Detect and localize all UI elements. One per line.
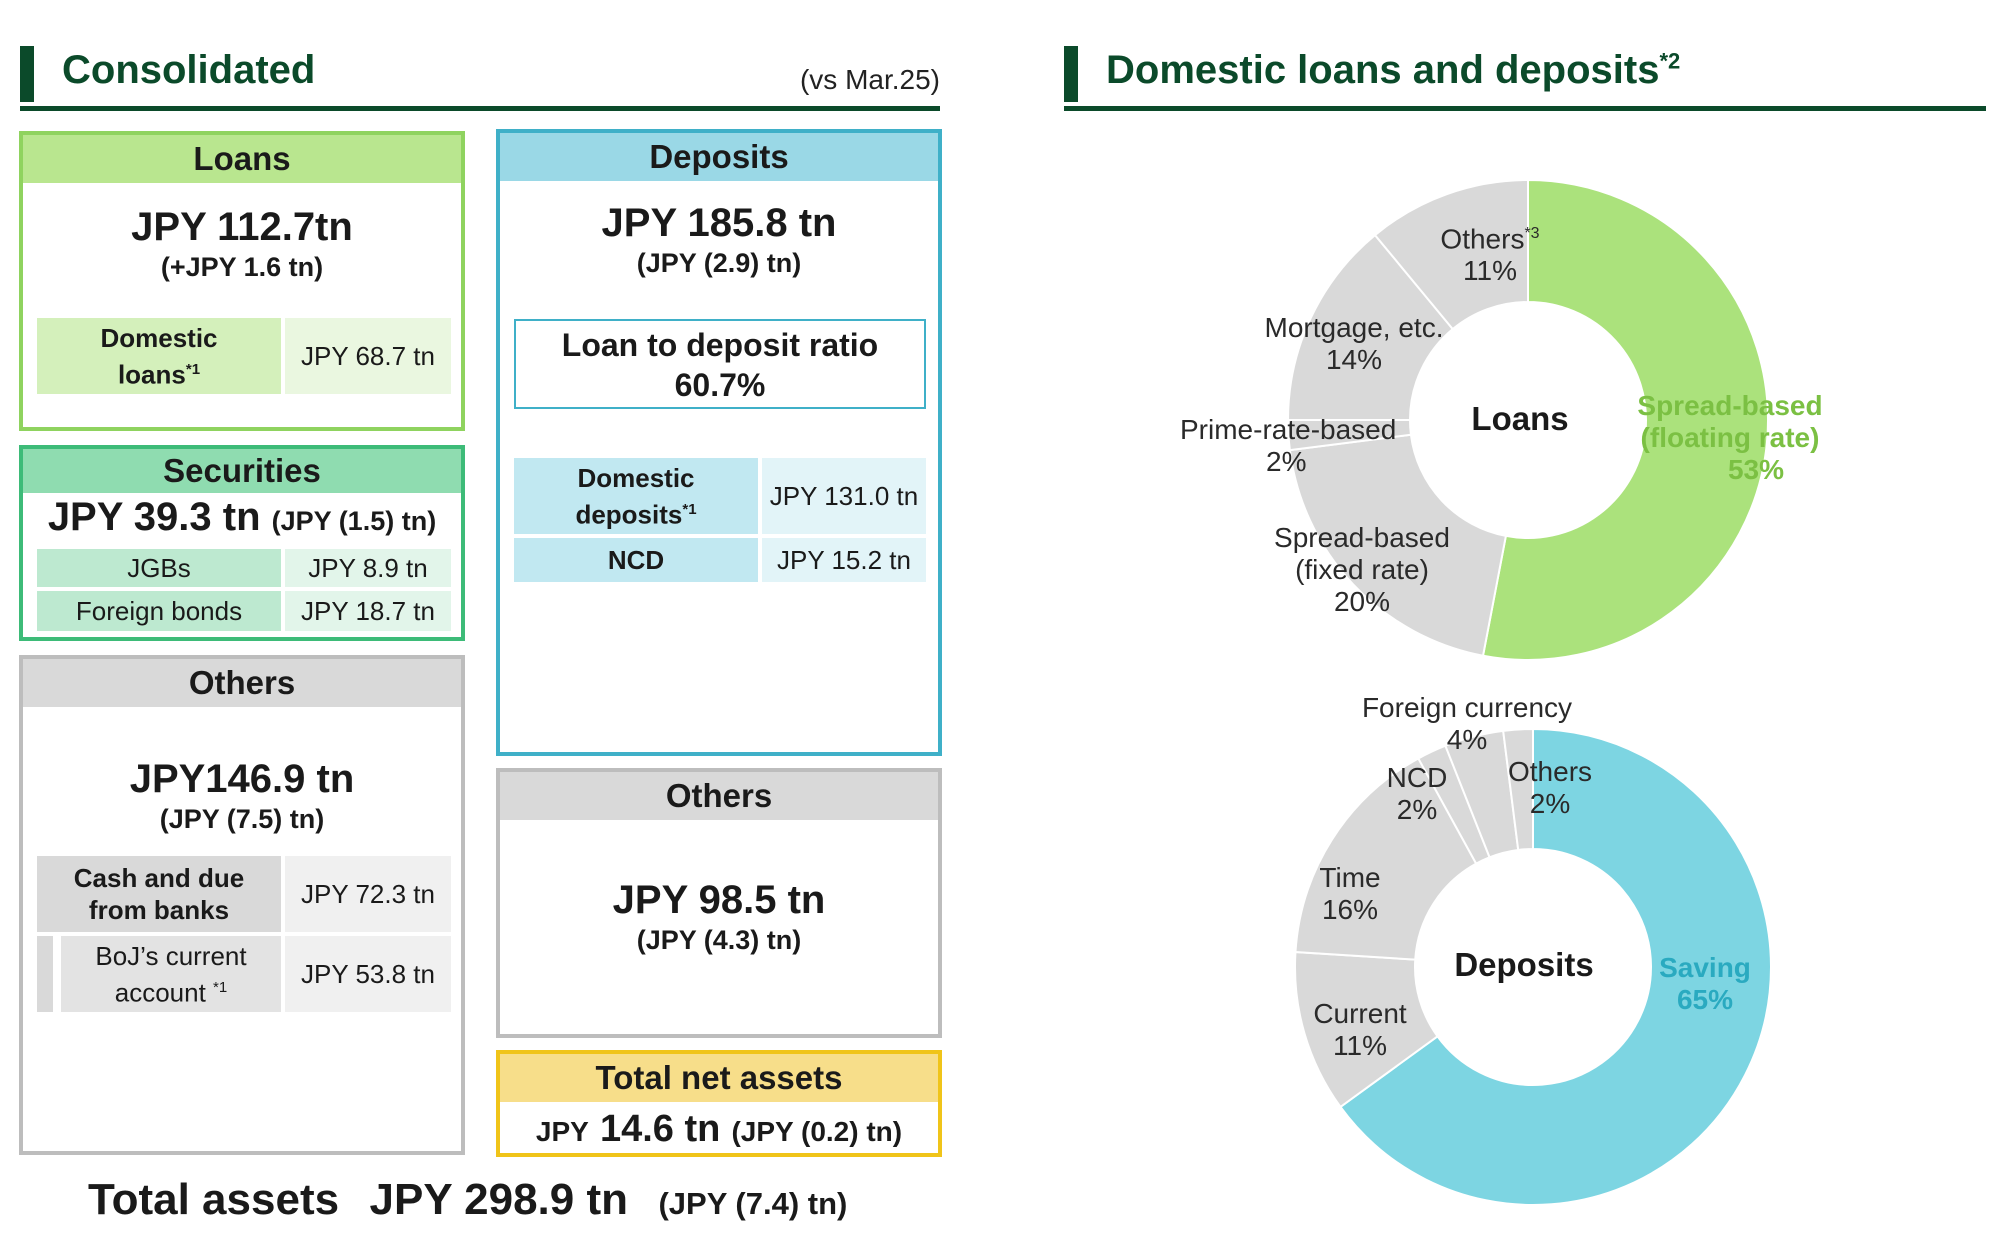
boj-account-value: JPY 53.8 tn bbox=[285, 936, 451, 1012]
domestic-header: Domestic loans and deposits*2 bbox=[1064, 42, 1986, 111]
total-assets-change: (JPY (7.4) tn) bbox=[658, 1186, 848, 1221]
net-assets-prefix: JPY bbox=[535, 1116, 589, 1147]
domestic-loans-label: Domestic loans*1 bbox=[37, 318, 281, 394]
net-assets-amount: 14.6 tn bbox=[599, 1108, 721, 1150]
comparison-note: (vs Mar.25) bbox=[799, 64, 940, 95]
domestic-deposits-label: Domestic deposits*1 bbox=[514, 458, 758, 534]
ldr-box: Loan to deposit ratio 60.7% bbox=[514, 319, 926, 409]
net-assets-change: (JPY (0.2) tn) bbox=[731, 1116, 903, 1147]
jgbs-value: JPY 8.9 tn bbox=[285, 549, 451, 587]
total-assets-label: Total assets bbox=[88, 1175, 340, 1224]
securities-amount: JPY 39.3 tn bbox=[47, 495, 261, 539]
domestic-title: Domestic loans and deposits*2 bbox=[1106, 48, 1681, 92]
net-assets-box: Total net assets JPY 14.6 tn (JPY (0.2) … bbox=[496, 1050, 942, 1157]
consolidated-header: Consolidated (vs Mar.25) bbox=[20, 42, 940, 111]
domestic-deposits-value: JPY 131.0 tn bbox=[762, 458, 926, 534]
loans-slice-floating-label: Spread-based (floating rate) 53% bbox=[1637, 390, 1823, 485]
loans-slice-others-label: Others*3 11% bbox=[1440, 223, 1540, 287]
others-assets-change: (JPY (7.5) tn) bbox=[159, 804, 325, 834]
others-liab-amount: JPY 98.5 tn bbox=[612, 878, 826, 922]
total-assets-line: Total assets JPY 298.9 tn (JPY (7.4) tn) bbox=[88, 1175, 847, 1225]
loans-amount: JPY 112.7tn bbox=[131, 205, 353, 249]
deposits-slice-ncd-label: NCD 2% bbox=[1386, 762, 1448, 825]
boj-account-label: BoJ’s current account *1 bbox=[61, 936, 281, 1012]
net-assets-line: JPY 14.6 tn (JPY (0.2) tn) bbox=[500, 1102, 938, 1158]
foreign-bonds-value: JPY 18.7 tn bbox=[285, 591, 451, 631]
total-assets-amount: JPY 298.9 tn bbox=[369, 1175, 628, 1224]
deposits-amount: JPY 185.8 tn bbox=[601, 201, 837, 245]
cash-due-label: Cash and due from banks bbox=[37, 856, 281, 932]
loans-slice-mortgage-label: Mortgage, etc. 14% bbox=[1264, 312, 1444, 375]
consolidated-title: Consolidated bbox=[62, 48, 316, 92]
loans-donut-center-label: Loans bbox=[1471, 400, 1569, 437]
loans-slice-fixed-label: Spread-based (fixed rate) 20% bbox=[1274, 522, 1450, 617]
others-assets-header: Others bbox=[23, 659, 461, 707]
ldr-value: 60.7% bbox=[674, 367, 766, 403]
deposits-slice-time-label: Time 16% bbox=[1319, 862, 1381, 925]
boj-indent-bar bbox=[37, 936, 53, 1012]
deposits-header: Deposits bbox=[500, 133, 938, 181]
deposits-slice-current-label: Current 11% bbox=[1313, 998, 1407, 1061]
header-accent-bar bbox=[20, 46, 34, 102]
others-liab-header: Others bbox=[500, 772, 938, 820]
ldr-label: Loan to deposit ratio bbox=[561, 327, 879, 363]
ncd-label: NCD bbox=[514, 538, 758, 582]
deposits-change: (JPY (2.9) tn) bbox=[636, 248, 802, 278]
ncd-value: JPY 15.2 tn bbox=[762, 538, 926, 582]
cash-due-value: JPY 72.3 tn bbox=[285, 856, 451, 932]
securities-amount-line: JPY 39.3 tn (JPY (1.5) tn) bbox=[23, 493, 461, 545]
net-assets-header: Total net assets bbox=[500, 1054, 938, 1102]
foreign-bonds-label: Foreign bonds bbox=[37, 591, 281, 631]
deposits-box: Deposits JPY 185.8 tn (JPY (2.9) tn) Loa… bbox=[496, 129, 942, 756]
header-accent-bar bbox=[1064, 46, 1078, 102]
loans-box: Loans JPY 112.7tn (+JPY 1.6 tn) Domestic… bbox=[19, 131, 465, 431]
others-liab-change: (JPY (4.3) tn) bbox=[636, 925, 802, 955]
deposits-slice-foreign-label: Foreign currency 4% bbox=[1361, 692, 1573, 755]
loans-change: (+JPY 1.6 tn) bbox=[160, 252, 324, 282]
others-assets-amount: JPY146.9 tn bbox=[129, 757, 355, 801]
jgbs-label: JGBs bbox=[37, 549, 281, 587]
deposits-slice-others-label: Others 2% bbox=[1507, 756, 1593, 819]
deposits-slice-saving-label: Saving 65% bbox=[1659, 952, 1751, 1015]
others-liab-box: Others JPY 98.5 tn (JPY (4.3) tn) bbox=[496, 768, 942, 1038]
domestic-loans-value: JPY 68.7 tn bbox=[285, 318, 451, 394]
loans-slice-prime-label: Prime-rate-based 2% bbox=[1180, 414, 1397, 477]
securities-change: (JPY (1.5) tn) bbox=[271, 506, 437, 536]
securities-header: Securities bbox=[23, 449, 461, 493]
securities-box: Securities JPY 39.3 tn (JPY (1.5) tn) JG… bbox=[19, 445, 465, 641]
deposits-donut-center-label: Deposits bbox=[1454, 946, 1594, 983]
loans-header: Loans bbox=[23, 135, 461, 183]
others-assets-box: Others JPY146.9 tn (JPY (7.5) tn) Cash a… bbox=[19, 655, 465, 1155]
